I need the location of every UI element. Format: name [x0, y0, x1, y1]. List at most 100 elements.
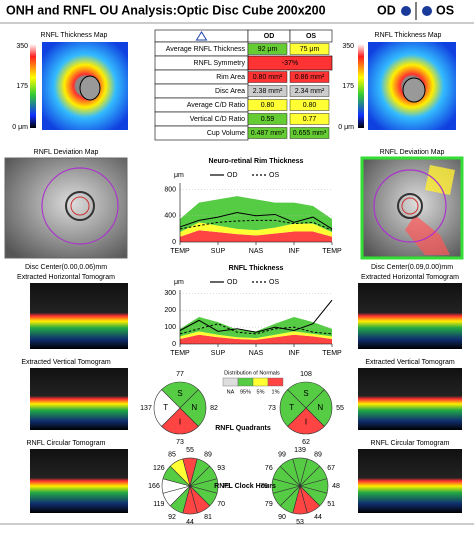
legend-label: OD [227, 172, 238, 179]
cell-value: 75 μm [300, 46, 320, 53]
cell-value: 2.34 mm² [295, 88, 325, 95]
sector-value: 90 [278, 514, 286, 521]
sector-value: 85 [168, 452, 176, 459]
sector [279, 389, 307, 427]
x-tick-label: NAS [249, 248, 264, 255]
disc-margin [397, 193, 423, 219]
sector-value: 93 [217, 465, 225, 472]
table-cell [247, 113, 288, 125]
legend-label: NA [227, 389, 235, 395]
table-cell [247, 55, 333, 71]
tomogram-title: RNFL Circular Tomogram [371, 440, 450, 447]
series-line [179, 219, 333, 231]
sector-value: 79 [260, 483, 268, 490]
deviation-overlay [405, 215, 450, 255]
cell-value: 2.38 mm² [253, 88, 283, 95]
x-tick-label: INF [288, 248, 299, 255]
table-cell [247, 127, 288, 139]
sector [279, 458, 301, 488]
y-tick-label: 0 [172, 239, 176, 246]
tomogram-title: Extracted Vertical Tomogram [21, 359, 111, 366]
legend-swatch [237, 377, 254, 387]
sector-letter: N [191, 403, 197, 412]
sector [287, 407, 325, 435]
legend-label: OD [227, 279, 238, 286]
tomogram [30, 449, 128, 513]
normative-band [180, 334, 332, 344]
disc-center: Disc Center(0.00,0.06)mm [25, 264, 107, 271]
chart-title: Neuro-retinal Rim Thickness [209, 158, 304, 165]
legend-label: 95% [240, 389, 251, 395]
row-label: Vertical C/D Ratio [190, 116, 245, 123]
cell-value: 0.80 mm² [253, 74, 283, 81]
sector-value: 166 [148, 483, 160, 490]
legend-title: Distribution of Normals [224, 370, 280, 376]
scale-label: 175 [16, 83, 28, 90]
series-line [179, 299, 333, 333]
legend-swatch [267, 377, 284, 387]
map-title: RNFL Thickness Map [375, 32, 442, 39]
sector-value: 76 [265, 465, 273, 472]
table-cell [289, 43, 330, 55]
x-tick-label: SUP [211, 350, 226, 357]
legend-label: OS [269, 172, 279, 179]
y-tick-label: 100 [164, 324, 176, 331]
deviation-overlay [425, 165, 455, 195]
cell-value: 0.655 mm³ [293, 130, 327, 137]
color-scale [358, 44, 364, 128]
table-cell [289, 99, 330, 111]
wheel-title: RNFL Quadrants [215, 425, 271, 432]
sector-value: 137 [140, 405, 152, 412]
table-cell [247, 85, 288, 97]
cell-value: 92 μm [258, 46, 278, 53]
os-icon [422, 6, 432, 16]
sector-letter: T [163, 403, 168, 412]
sector-value: 70 [217, 501, 225, 508]
sector-value: 51 [327, 501, 335, 508]
disc-center: Disc Center(0.09,0.00)mm [371, 264, 453, 271]
tomogram-title: RNFL Circular Tomogram [27, 440, 106, 447]
series-line [179, 323, 333, 335]
map-title: RNFL Deviation Map [34, 149, 99, 156]
optic-disc [402, 77, 426, 103]
row-label: Cup Volume [207, 130, 245, 137]
legend-label: OS [269, 279, 279, 286]
y-tick-label: 200 [164, 307, 176, 314]
x-tick-label: TEMP [170, 248, 190, 255]
unit-label: μm [174, 172, 184, 179]
sector-value: 75 [222, 483, 230, 490]
tomogram [30, 368, 128, 430]
x-tick-label: TEMP [322, 248, 342, 255]
sector [169, 458, 191, 488]
column-header: OD [264, 33, 275, 40]
sector-letter: S [177, 389, 182, 398]
tomogram-title: Extracted Horizontal Tomogram [361, 274, 459, 281]
series-line [179, 211, 333, 230]
legend-swatch [252, 377, 269, 387]
x-tick-label: SUP [211, 248, 226, 255]
normative-band [180, 317, 332, 339]
y-tick-label: 0 [172, 341, 176, 348]
sector-value: 89 [204, 452, 212, 459]
sector-value: 53 [296, 519, 304, 526]
table-cell [289, 127, 330, 139]
cup-margin [70, 196, 90, 216]
cell-value: 0.487 mm³ [251, 130, 285, 137]
sector [287, 381, 325, 409]
table-cell [247, 43, 288, 55]
sector [305, 389, 333, 427]
legend-label: 5% [257, 389, 265, 395]
sector-value: 99 [278, 452, 286, 459]
legend-swatch [222, 377, 239, 387]
scale-label: 175 [342, 83, 354, 90]
sector-value: 73 [176, 439, 184, 446]
x-tick-label: TEMP [170, 350, 190, 357]
sector-letter: S [303, 389, 308, 398]
od-label: OD [377, 3, 396, 17]
sector-value: 82 [210, 405, 218, 412]
x-tick-label: NAS [249, 350, 264, 357]
tomogram-title: Extracted Vertical Tomogram [365, 359, 455, 366]
sector-letter: I [179, 417, 181, 426]
sector-value: 126 [153, 465, 165, 472]
